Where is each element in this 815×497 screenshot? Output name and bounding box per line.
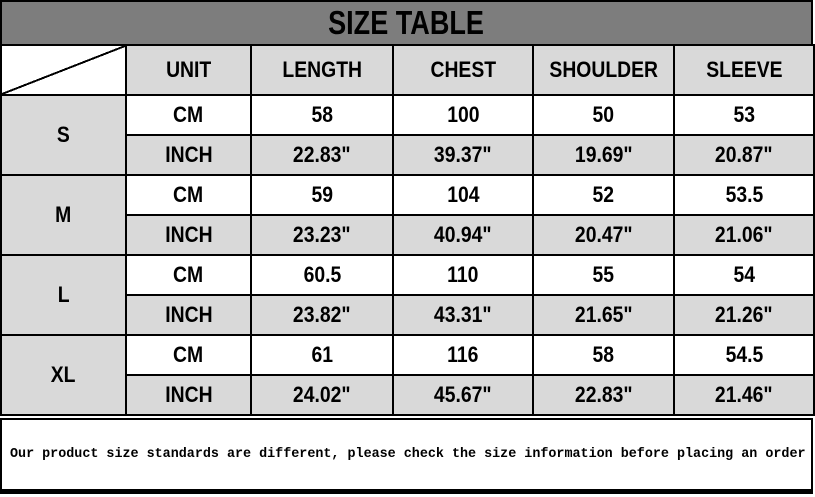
column-header-label: CHEST	[430, 57, 496, 82]
value-cell: 54.5	[673, 334, 815, 376]
row-s-inch: INCH 22.83" 39.37" 19.69" 20.87"	[1, 134, 815, 176]
footer-note-box: Our product size standards are different…	[0, 418, 813, 494]
value-cell: 40.94"	[392, 214, 534, 256]
value-cell: 110	[392, 254, 534, 296]
value-cell: 53	[673, 94, 815, 136]
column-header-sleeve: SLEEVE	[673, 44, 815, 96]
unit-cell: CM	[125, 174, 252, 216]
size-label-xl: XL	[0, 334, 127, 416]
size-label-l: L	[0, 254, 127, 336]
unit-label: INCH	[164, 142, 213, 167]
unit-label: CM	[173, 342, 204, 367]
value-cell: 23.23"	[250, 214, 394, 256]
title-bar: SIZE TABLE	[0, 0, 813, 44]
header-row: UNIT LENGTH CHEST SHOULDER SLEEVE	[0, 44, 815, 96]
value-cell: 61	[250, 334, 394, 376]
column-header-label: SHOULDER	[549, 57, 658, 82]
column-header-label: SLEEVE	[705, 57, 783, 82]
row-l-inch: INCH 23.82" 43.31" 21.65" 21.26"	[1, 294, 815, 336]
value-cell: 21.65"	[532, 294, 675, 336]
value-cell: 20.87"	[673, 134, 815, 176]
value-cell: 39.37"	[392, 134, 534, 176]
row-l-cm: L CM 60.5 110 55 54	[0, 254, 815, 336]
unit-label: INCH	[164, 382, 213, 407]
size-label-s: S	[0, 94, 127, 176]
value-cell: 23.82"	[250, 294, 394, 336]
corner-diagonal-cell	[0, 44, 127, 96]
column-header-chest: CHEST	[392, 44, 534, 96]
value-cell: 21.06"	[673, 214, 815, 256]
size-table: UNIT LENGTH CHEST SHOULDER SLEEVE S CM 5…	[0, 44, 815, 416]
column-header-shoulder: SHOULDER	[532, 44, 675, 96]
unit-label: CM	[173, 102, 204, 127]
value-cell: 104	[392, 174, 534, 216]
column-header-length: LENGTH	[250, 44, 394, 96]
column-header-label: UNIT	[165, 57, 212, 82]
value-cell: 100	[392, 94, 534, 136]
unit-cell: INCH	[125, 134, 252, 176]
value-cell: 116	[392, 334, 534, 376]
row-s-cm: S CM 58 100 50 53	[0, 94, 815, 176]
value-cell: 59	[250, 174, 394, 216]
unit-cell: CM	[125, 334, 252, 376]
column-header-label: LENGTH	[282, 57, 362, 82]
value-cell: 22.83"	[532, 374, 675, 416]
row-xl-inch: INCH 24.02" 45.67" 22.83" 21.46"	[1, 374, 815, 416]
value-cell: 55	[532, 254, 675, 296]
size-label-m: M	[0, 174, 127, 256]
unit-cell: CM	[125, 94, 252, 136]
value-cell: 21.26"	[673, 294, 815, 336]
value-cell: 20.47"	[532, 214, 675, 256]
row-m-inch: INCH 23.23" 40.94" 20.47" 21.06"	[1, 214, 815, 256]
unit-label: INCH	[164, 222, 213, 247]
unit-cell: INCH	[125, 294, 252, 336]
size-label: XL	[51, 362, 76, 387]
value-cell: 60.5	[250, 254, 394, 296]
size-label: S	[57, 122, 70, 147]
size-label: L	[57, 282, 70, 307]
unit-label: INCH	[164, 302, 213, 327]
value-cell: 19.69"	[532, 134, 675, 176]
value-cell: 43.31"	[392, 294, 534, 336]
unit-label: CM	[173, 182, 204, 207]
size-label: M	[55, 202, 72, 227]
unit-cell: INCH	[125, 214, 252, 256]
value-cell: 53.5	[673, 174, 815, 216]
value-cell: 50	[532, 94, 675, 136]
column-header-unit: UNIT	[125, 44, 252, 96]
value-cell: 24.02"	[250, 374, 394, 416]
row-m-cm: M CM 59 104 52 53.5	[0, 174, 815, 256]
value-cell: 45.67"	[392, 374, 534, 416]
value-cell: 58	[250, 94, 394, 136]
page-title: SIZE TABLE	[328, 4, 485, 41]
footer-note: Our product size standards are different…	[10, 447, 806, 462]
unit-label: CM	[173, 262, 204, 287]
value-cell: 52	[532, 174, 675, 216]
value-cell: 54	[673, 254, 815, 296]
unit-cell: INCH	[125, 374, 252, 416]
unit-cell: CM	[125, 254, 252, 296]
row-xl-cm: XL CM 61 116 58 54.5	[0, 334, 815, 416]
value-cell: 21.46"	[673, 374, 815, 416]
value-cell: 22.83"	[250, 134, 394, 176]
value-cell: 58	[532, 334, 675, 376]
